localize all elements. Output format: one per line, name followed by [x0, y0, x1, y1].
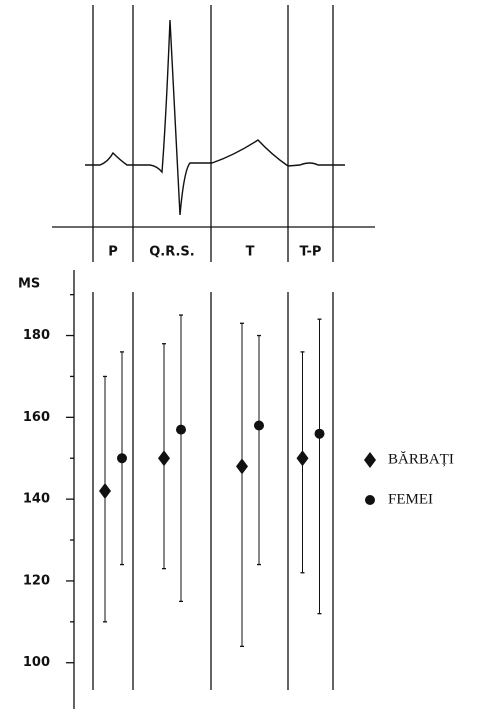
ecg-diagram — [52, 5, 375, 690]
diamond-marker — [364, 452, 376, 468]
y-tick-label: 100 — [23, 655, 50, 670]
y-axis-label: MS — [18, 277, 40, 292]
diamond-marker — [99, 482, 111, 499]
category-label: Q.R.S. — [149, 245, 194, 260]
diamond-marker — [158, 450, 170, 467]
y-tick-label: 180 — [23, 328, 50, 343]
y-tick-label: 140 — [23, 492, 50, 507]
circle-marker — [365, 495, 375, 505]
category-label: T-P — [300, 245, 322, 260]
diamond-marker — [236, 458, 248, 475]
y-tick-label: 120 — [23, 573, 50, 588]
circle-marker — [117, 453, 127, 464]
circle-marker — [176, 424, 186, 435]
circle-marker — [314, 428, 325, 439]
circle-marker — [254, 420, 264, 431]
legend-label: BĂRBAȚI — [388, 450, 454, 467]
legend-label: FEMEI — [388, 491, 433, 507]
category-label: T — [246, 245, 255, 260]
y-tick-label: 160 — [23, 410, 50, 425]
category-label: P — [108, 245, 118, 260]
diamond-marker — [296, 450, 309, 467]
